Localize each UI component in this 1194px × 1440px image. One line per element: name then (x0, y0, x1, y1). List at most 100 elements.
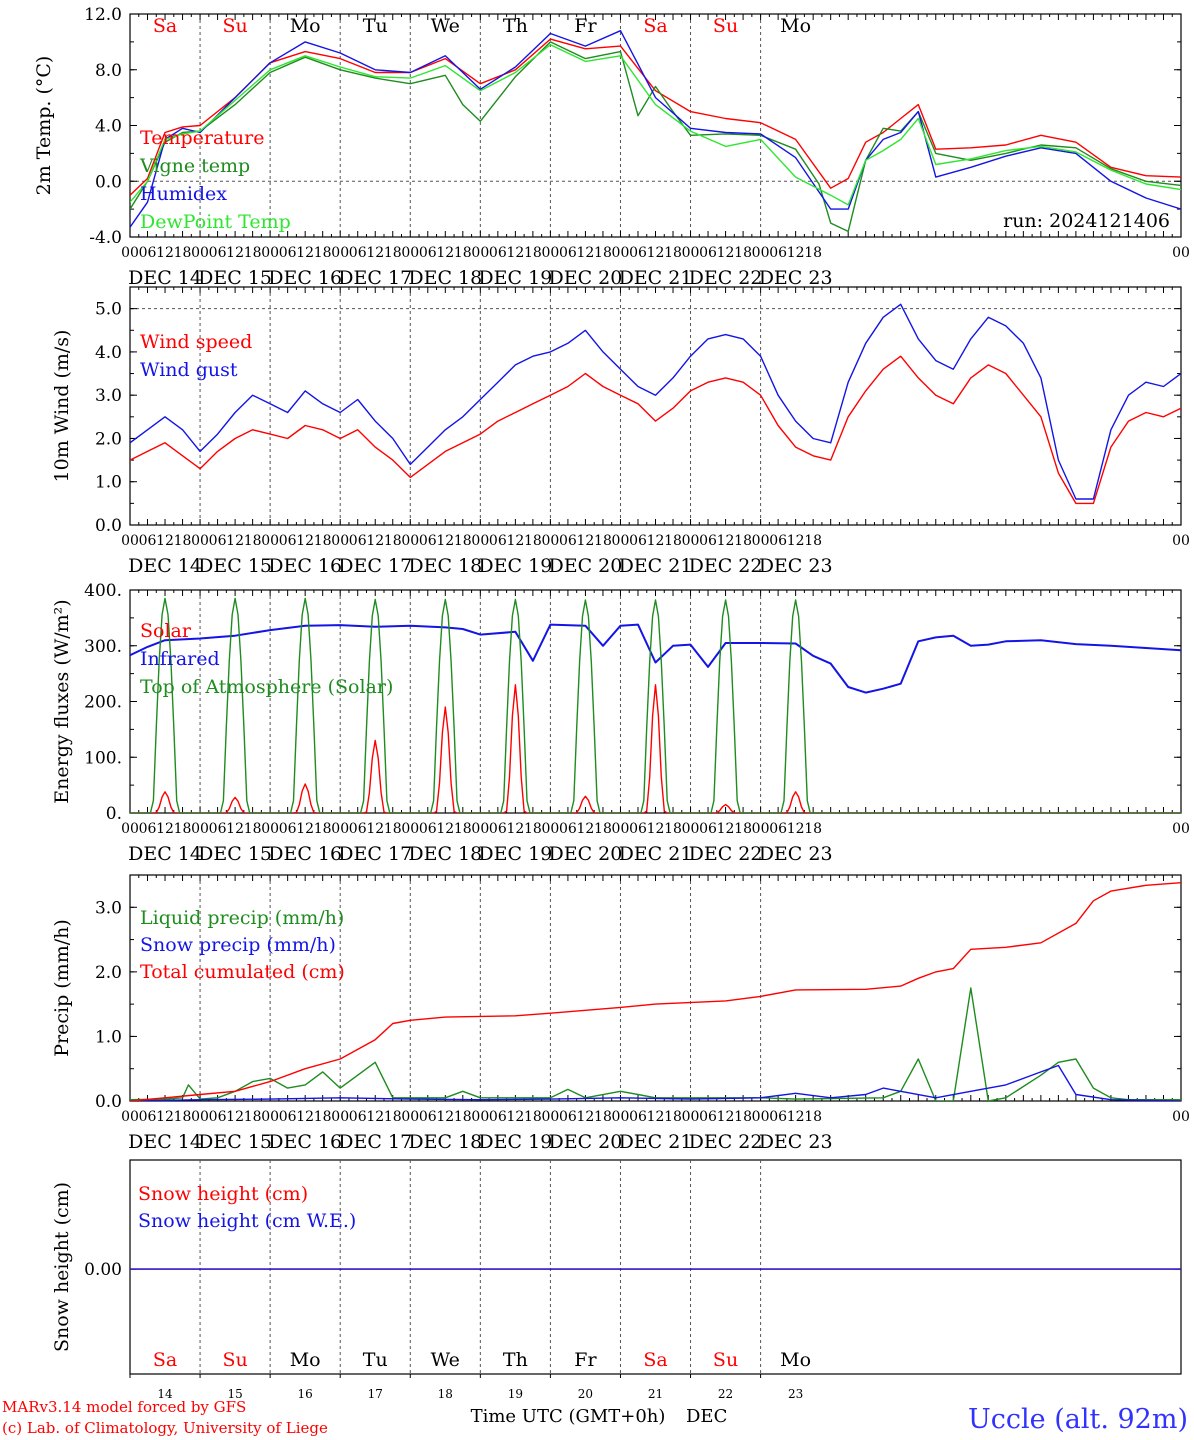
hour-tick-label: 00 (752, 245, 770, 261)
hour-tick-label: 06 (559, 821, 577, 837)
legend-entry: Snow precip (mm/h) (140, 934, 336, 956)
hour-tick-label: 06 (559, 1109, 577, 1125)
hour-tick-label: 18 (454, 821, 472, 837)
date-label: DEC 20 (549, 555, 623, 577)
hour-tick-label: 06 (209, 821, 227, 837)
hour-tick-label: 18 (734, 533, 752, 549)
day-number-label: 14 (157, 1387, 173, 1401)
hour-tick-label: 12 (296, 1109, 314, 1125)
y-tick-label: 200. (84, 693, 122, 713)
y-tick-label: -4.0 (89, 228, 122, 248)
hour-tick-label: 12 (296, 533, 314, 549)
hour-tick-label: 12 (296, 821, 314, 837)
hour-tick-label: 00 (541, 821, 559, 837)
weekday-label: Tu (363, 1349, 388, 1371)
hour-tick-label: 18 (314, 821, 332, 837)
legend-entry: Infrared (140, 648, 220, 670)
weekday-label: Fr (574, 15, 597, 37)
hour-tick-label: 06 (349, 245, 367, 261)
hour-tick-label: 00 (401, 1109, 419, 1125)
hour-tick-label: 00 (331, 245, 349, 261)
hour-tick-label: 18 (734, 1109, 752, 1125)
date-label: DEC 16 (268, 1131, 342, 1153)
hour-tick-label: 18 (454, 533, 472, 549)
date-label: DEC 14 (128, 267, 202, 289)
day-number-label: 17 (368, 1387, 383, 1401)
hour-tick-label: 06 (769, 245, 787, 261)
y-tick-label: 400. (84, 581, 122, 601)
hour-tick-label: 06 (349, 821, 367, 837)
hour-tick-label: 12 (156, 533, 174, 549)
hour-tick-label: 00 (401, 533, 419, 549)
time-axis-label: Time UTC (GMT+0h) (471, 1406, 666, 1427)
date-label: DEC 22 (689, 555, 763, 577)
hour-tick-label: 06 (349, 533, 367, 549)
series-line-vigne-temp (130, 41, 1181, 233)
weekday-label: Th (503, 1349, 528, 1371)
date-label: DEC 22 (689, 1131, 763, 1153)
date-label: DEC 18 (408, 1131, 482, 1153)
series-line-wind-speed (130, 355, 1181, 505)
hour-tick-label: 18 (524, 1109, 542, 1125)
hour-tick-label: 06 (489, 533, 507, 549)
hour-tick-label: 00 (121, 533, 139, 549)
hour-tick-label: 12 (436, 533, 454, 549)
date-label: DEC 21 (619, 267, 693, 289)
series-line-infrared (130, 623, 1181, 694)
date-label: DEC 15 (198, 267, 272, 289)
date-label: DEC 19 (478, 1131, 552, 1153)
hour-tick-label: 06 (629, 245, 647, 261)
hour-tick-label: 12 (226, 1109, 244, 1125)
hour-tick-label: 12 (436, 1109, 454, 1125)
hour-tick-label: 12 (647, 533, 665, 549)
hour-tick-label: 06 (629, 821, 647, 837)
hour-tick-label: 00 (471, 1109, 489, 1125)
hour-tick-label: 00 (541, 245, 559, 261)
date-label: DEC 16 (268, 267, 342, 289)
hour-tick-label: 06 (699, 1109, 717, 1125)
panel-5: 0.00 Snow height (cm) Snow height (cm) Snow… (51, 1159, 1182, 1401)
weekday-label: We (431, 15, 460, 37)
hour-tick-label: 06 (279, 821, 297, 837)
y-tick-label: 0.0 (95, 1092, 122, 1112)
date-label: DEC 19 (478, 555, 552, 577)
weekday-label: Sa (153, 1349, 177, 1371)
hour-tick-label: 12 (647, 245, 665, 261)
date-label: DEC 23 (759, 843, 833, 865)
hour-tick-label: 12 (647, 1109, 665, 1125)
legend-entry: DewPoint Temp (140, 211, 291, 233)
date-label: DEC 14 (128, 555, 202, 577)
hour-tick-label: 18 (524, 533, 542, 549)
hour-tick-label: 00 (261, 1109, 279, 1125)
hour-tick-label: 06 (419, 1109, 437, 1125)
hour-tick-label: 00 (1172, 1109, 1190, 1125)
y-tick-label: 300. (84, 637, 122, 657)
hour-tick-label: 00 (752, 1109, 770, 1125)
hour-tick-label: 12 (436, 821, 454, 837)
hour-tick-label: 06 (769, 1109, 787, 1125)
hour-tick-label: 12 (296, 245, 314, 261)
date-label: DEC 23 (759, 1131, 833, 1153)
hour-tick-label: 18 (664, 245, 682, 261)
date-label: DEC 22 (689, 843, 763, 865)
hour-tick-label: 06 (629, 533, 647, 549)
date-label: DEC 14 (128, 1131, 202, 1153)
hour-tick-label: 00 (471, 821, 489, 837)
y-tick-label: 2.0 (95, 963, 122, 983)
model-credit: MARv3.14 model forced by GFS (2, 1398, 246, 1416)
y-tick-label: 2.0 (95, 429, 122, 449)
hour-tick-label: 06 (139, 533, 157, 549)
date-label: DEC 16 (268, 555, 342, 577)
hour-tick-label: 06 (139, 821, 157, 837)
hour-tick-label: 00 (612, 1109, 630, 1125)
hour-tick-label: 06 (349, 1109, 367, 1125)
legend-entry: Snow height (cm) (138, 1183, 308, 1205)
legend-entry: Solar (140, 620, 192, 642)
hour-tick-label: 18 (524, 821, 542, 837)
hour-tick-label: 18 (384, 821, 402, 837)
hour-tick-label: 00 (752, 821, 770, 837)
y-tick-label: 0.0 (95, 516, 122, 536)
hour-tick-label: 18 (314, 245, 332, 261)
panel-frame (129, 286, 1182, 526)
hour-tick-label: 12 (226, 245, 244, 261)
